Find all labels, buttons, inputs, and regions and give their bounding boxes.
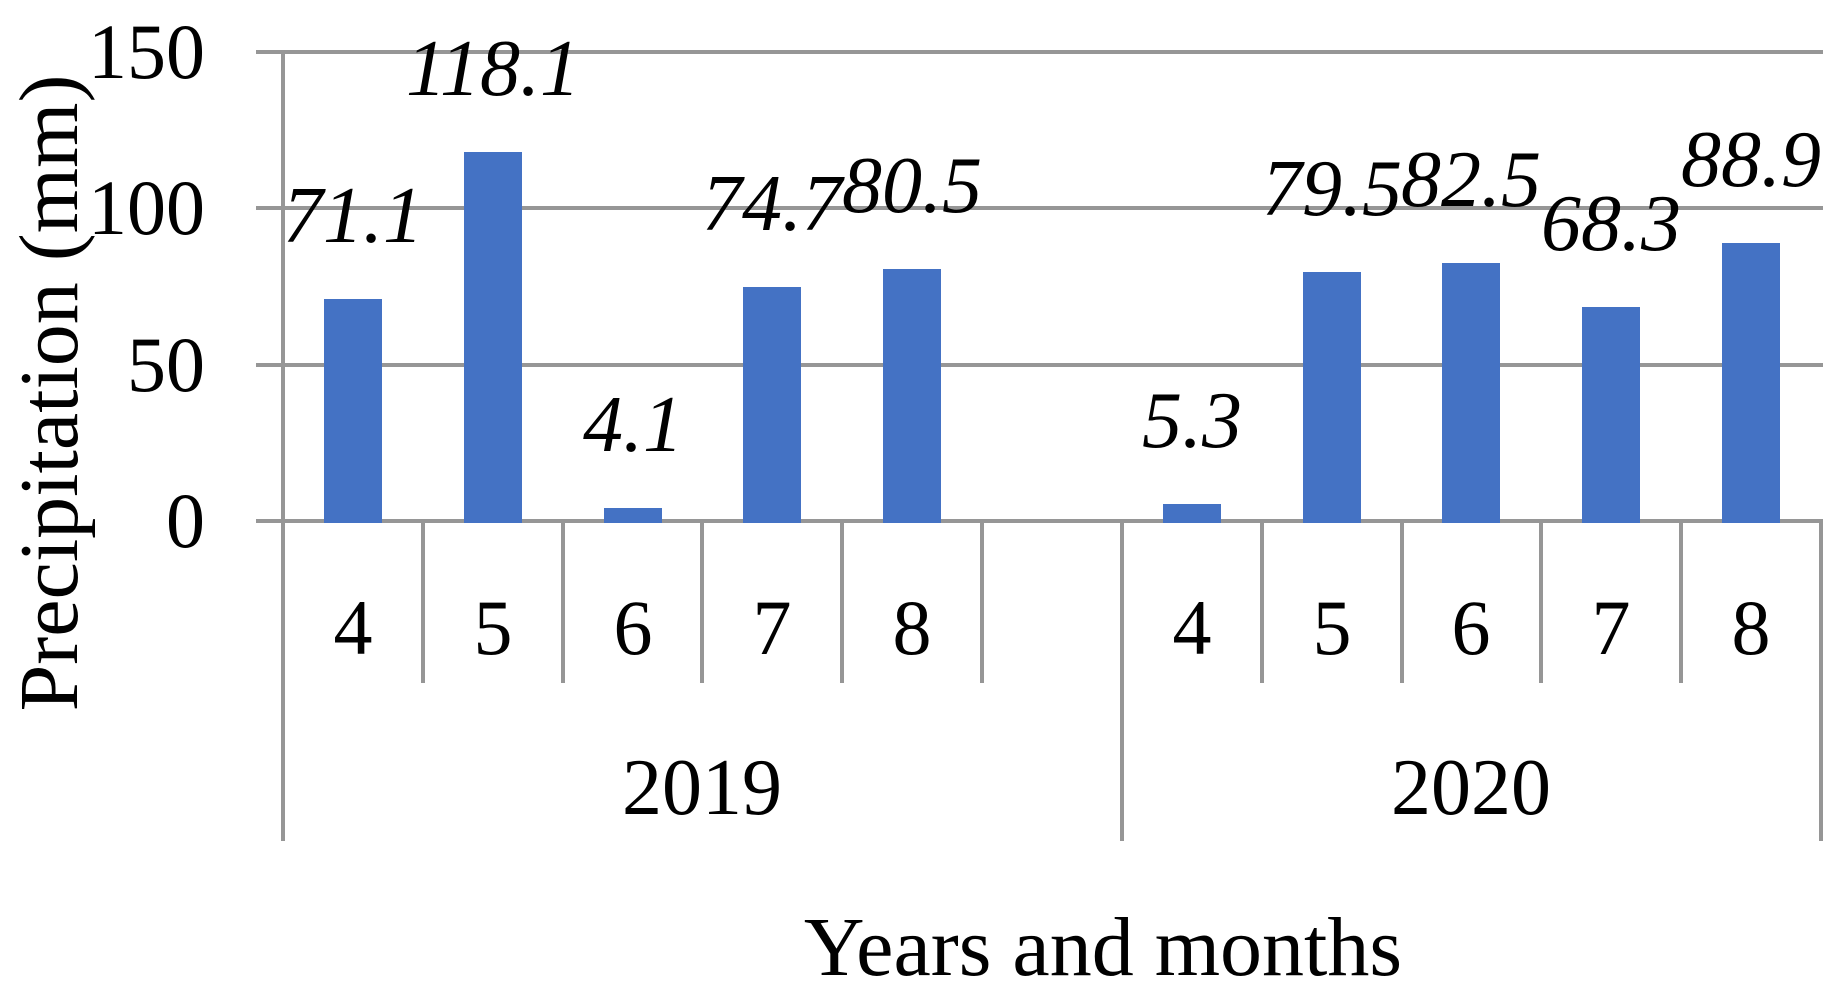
month-tick-label: 5 <box>1312 584 1352 671</box>
bar-2019-8 <box>883 269 941 523</box>
bar-2019-7 <box>743 287 801 523</box>
gridline <box>256 363 1823 367</box>
y-axis-line <box>281 50 285 841</box>
year-group-label-2019: 2019 <box>622 744 782 832</box>
month-tick-label: 7 <box>752 584 792 671</box>
data-label-2020-4: 5.3 <box>1142 377 1242 465</box>
month-tick-label: 5 <box>473 584 513 671</box>
data-label-2020-5: 79.5 <box>1262 145 1402 233</box>
bar-2020-4 <box>1163 504 1221 523</box>
month-separator <box>1400 521 1404 683</box>
x-axis-line <box>256 519 1823 523</box>
month-tick-label: 4 <box>1172 584 1212 671</box>
y-tick-label: 50 <box>127 321 205 408</box>
data-label-2019-6: 4.1 <box>583 381 683 469</box>
y-tick-label: 100 <box>88 164 205 251</box>
month-separator <box>561 521 565 683</box>
y-tick-label: 0 <box>166 477 205 564</box>
data-label-2019-7: 74.7 <box>702 160 842 248</box>
month-separator <box>1679 521 1683 683</box>
bar-2019-4 <box>324 299 382 523</box>
bar-2019-5 <box>464 152 522 523</box>
bar-2020-8 <box>1722 243 1780 523</box>
gridline <box>256 50 1823 54</box>
month-tick-label: 6 <box>1451 584 1491 671</box>
gridline <box>256 206 1823 210</box>
year-separator <box>1120 519 1124 841</box>
month-tick-label: 4 <box>333 584 373 671</box>
month-tick-label: 8 <box>1731 584 1771 671</box>
bar-2020-6 <box>1442 263 1500 523</box>
data-label-2020-6: 82.5 <box>1401 136 1541 224</box>
month-tick-label: 6 <box>613 584 653 671</box>
plot-right-edge <box>1819 519 1823 841</box>
bar-2020-5 <box>1303 272 1361 523</box>
month-separator <box>980 521 984 683</box>
y-tick-label: 150 <box>88 8 205 95</box>
month-separator <box>840 521 844 683</box>
bar-2020-7 <box>1582 307 1640 523</box>
month-separator <box>1260 521 1264 683</box>
data-label-2020-7: 68.3 <box>1541 180 1681 268</box>
month-tick-label: 7 <box>1591 584 1631 671</box>
data-label-2020-8: 88.9 <box>1681 116 1821 204</box>
month-tick-label: 8 <box>892 584 932 671</box>
month-separator <box>421 521 425 683</box>
data-label-2019-5: 118.1 <box>405 25 581 113</box>
year-group-label-2020: 2020 <box>1391 744 1551 832</box>
month-separator <box>700 521 704 683</box>
bar-2019-6 <box>604 508 662 523</box>
data-label-2019-4: 71.1 <box>283 172 423 260</box>
month-separator <box>1539 521 1543 683</box>
data-label-2019-8: 80.5 <box>842 142 982 230</box>
x-axis-title: Years and months <box>803 901 1403 994</box>
